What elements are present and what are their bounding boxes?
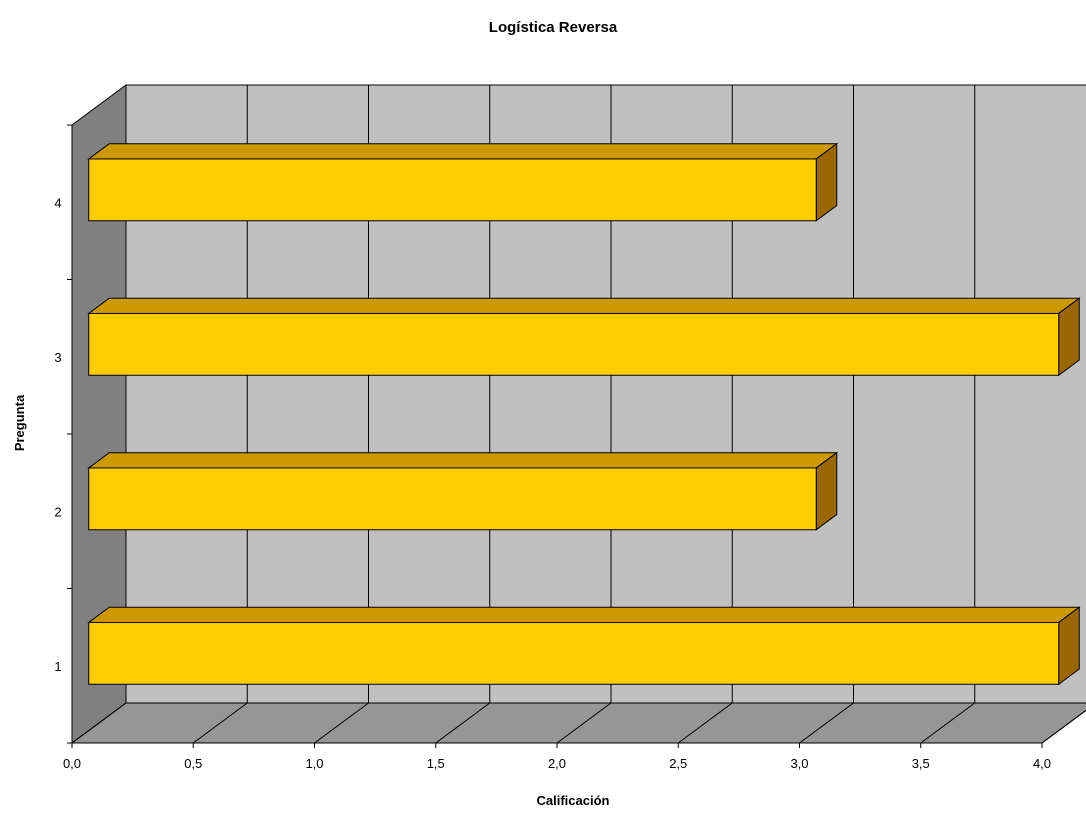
gridline-floor bbox=[1041, 709, 1086, 744]
gridline-floor bbox=[435, 702, 491, 744]
bar-front bbox=[88, 312, 1060, 376]
bar-3 bbox=[87, 297, 1081, 377]
bar-top bbox=[87, 297, 1081, 314]
x-tick-label: 1,0 bbox=[305, 756, 323, 771]
x-tick-label: 1,5 bbox=[427, 756, 445, 771]
bar-front bbox=[88, 158, 817, 222]
chart-title: Logística Reversa bbox=[489, 19, 618, 36]
floor bbox=[70, 702, 1086, 744]
gridline-floor bbox=[677, 702, 733, 744]
y-tick-label: 2 bbox=[54, 504, 61, 519]
bar-top bbox=[87, 452, 839, 469]
bar-front bbox=[88, 467, 817, 531]
gridline-floor bbox=[920, 702, 976, 744]
x-tick-label: 2,0 bbox=[548, 756, 566, 771]
bar-top bbox=[87, 143, 839, 160]
y-axis-title: Pregunta bbox=[12, 394, 27, 451]
x-tick-label: 0,0 bbox=[63, 756, 81, 771]
bar-1 bbox=[87, 606, 1081, 686]
bars bbox=[87, 142, 1081, 686]
x-tick-label: 2,5 bbox=[669, 756, 687, 771]
bar-front bbox=[88, 621, 1060, 685]
x-tick-labels: 0,0 0,5 1,0 1,5 2,0 2,5 3,0 3,5 4,0 bbox=[63, 756, 1051, 771]
x-tick-label: 3,0 bbox=[790, 756, 808, 771]
gridline-floor bbox=[314, 702, 369, 744]
gridline-floor bbox=[192, 702, 248, 744]
x-tick-label: 4,0 bbox=[1033, 756, 1051, 771]
gridline-floor bbox=[556, 702, 612, 744]
bar-2 bbox=[87, 451, 839, 531]
x-tick-label: 0,5 bbox=[184, 756, 202, 771]
x-axis-title: Calificación bbox=[537, 793, 610, 808]
gridline-floor bbox=[799, 702, 854, 744]
y-tick-label: 4 bbox=[54, 195, 61, 210]
x-tick-label: 3,5 bbox=[912, 756, 930, 771]
bar-4 bbox=[87, 142, 839, 222]
y-tick-label: 1 bbox=[54, 659, 61, 674]
y-tick-label: 3 bbox=[54, 350, 61, 365]
chart-walls bbox=[70, 84, 1086, 744]
bar-top bbox=[87, 606, 1081, 623]
gridline-floor bbox=[71, 702, 127, 744]
y-tick-labels: 1 2 3 4 bbox=[54, 195, 61, 674]
